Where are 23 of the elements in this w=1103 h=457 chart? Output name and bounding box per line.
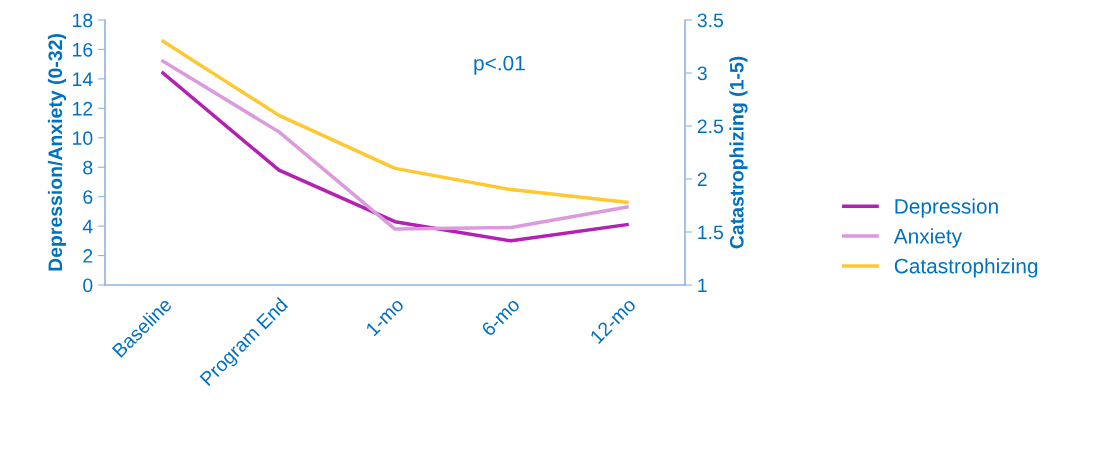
y2-tick-label: 3: [697, 66, 707, 81]
legend-label: Depression: [895, 198, 998, 218]
y-tick-label: 4: [82, 219, 93, 234]
y-tick-label: 12: [73, 101, 93, 116]
line-series: [161, 39, 629, 205]
y2-tick-label: 1.5: [698, 225, 724, 240]
y-tick-label: 18: [73, 13, 93, 28]
y2-axis-title: Catastrophizing (1-5): [729, 56, 748, 249]
y-tick-label: 14: [73, 72, 93, 86]
y2-tick-label: 3.5: [697, 13, 724, 28]
y-tick-label: 2: [83, 249, 93, 263]
y-tick-label: 16: [73, 42, 93, 57]
y-tick-label: 10: [73, 131, 93, 146]
y2-tick-label: 2.5: [697, 119, 724, 134]
y-tick-label: 6: [83, 190, 93, 204]
legend-label: Catastrophizing: [894, 258, 1038, 278]
y-tick-label: 0: [83, 278, 93, 293]
legend-label: Anxiety: [893, 228, 963, 248]
y-axis-title: Depression/Anxiety (0-32): [47, 34, 67, 271]
y2-tick-label: 2: [697, 172, 707, 187]
y2-tick-label: 1: [698, 278, 707, 293]
annotation: p<.01: [474, 55, 525, 75]
y-tick-label: 8: [83, 160, 93, 175]
